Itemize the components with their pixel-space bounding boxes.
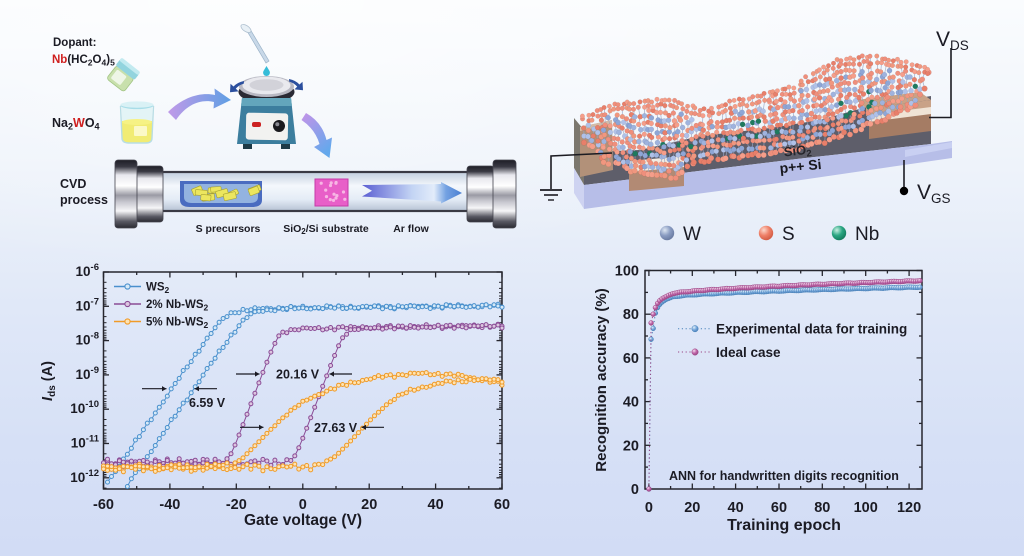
svg-text:40: 40 (623, 395, 639, 411)
svg-text:80: 80 (623, 307, 639, 323)
svg-text:0: 0 (631, 482, 639, 498)
svg-text:SiO2/Si substrate: SiO2/Si substrate (283, 223, 369, 236)
svg-text:60: 60 (771, 500, 787, 516)
svg-text:10-10: 10-10 (70, 399, 99, 416)
svg-text:ANN for handwritten digits rec: ANN for handwritten digits recognition (669, 469, 899, 483)
svg-text:40: 40 (428, 497, 444, 513)
svg-text:Dopant:: Dopant: (53, 37, 96, 49)
svg-text:10-7: 10-7 (76, 296, 99, 313)
svg-text:10-6: 10-6 (76, 262, 99, 279)
svg-text:2% Nb-WS2: 2% Nb-WS2 (146, 299, 209, 313)
svg-text:process: process (60, 193, 108, 207)
svg-text:10-9: 10-9 (76, 365, 99, 382)
svg-text:Nb: Nb (855, 224, 879, 245)
svg-text:Ids (A): Ids (A) (40, 361, 58, 401)
svg-text:-40: -40 (159, 497, 180, 513)
svg-text:WS2: WS2 (146, 282, 170, 296)
svg-text:-60: -60 (93, 497, 114, 513)
svg-text:-20: -20 (226, 497, 247, 513)
svg-text:0: 0 (645, 500, 653, 516)
svg-text:10-11: 10-11 (71, 434, 100, 451)
svg-text:20: 20 (361, 497, 377, 513)
svg-text:Experimental data for training: Experimental data for training (716, 322, 907, 337)
svg-text:0: 0 (299, 497, 307, 513)
svg-text:Ar flow: Ar flow (393, 223, 429, 235)
svg-text:60: 60 (494, 497, 510, 513)
svg-text:100: 100 (854, 500, 878, 516)
svg-text:120: 120 (897, 500, 921, 516)
svg-text:Recognition accuracy (%): Recognition accuracy (%) (593, 288, 610, 471)
svg-text:80: 80 (814, 500, 830, 516)
svg-text:6.59 V: 6.59 V (189, 396, 226, 410)
svg-text:S: S (782, 224, 795, 245)
svg-text:40: 40 (728, 500, 744, 516)
svg-text:p++ Si: p++ Si (779, 156, 822, 176)
svg-text:10-8: 10-8 (76, 331, 99, 348)
svg-text:SiO2: SiO2 (783, 142, 812, 162)
svg-text:Gate voltage (V): Gate voltage (V) (244, 512, 362, 529)
svg-text:Training epoch: Training epoch (727, 517, 841, 534)
svg-text:Ideal case: Ideal case (716, 345, 781, 360)
svg-text:CVD: CVD (60, 177, 86, 191)
svg-text:60: 60 (623, 351, 639, 367)
svg-text:20.16 V: 20.16 V (276, 368, 320, 382)
svg-text:20: 20 (623, 438, 639, 454)
svg-text:10-12: 10-12 (70, 468, 99, 485)
svg-text:W: W (683, 224, 701, 245)
svg-text:Na2WO4: Na2WO4 (52, 116, 100, 132)
svg-text:5% Nb-WS2: 5% Nb-WS2 (146, 317, 209, 331)
svg-text:100: 100 (615, 264, 639, 280)
svg-text:20: 20 (684, 500, 700, 516)
svg-text:VDS: VDS (936, 28, 969, 53)
svg-text:VGS: VGS (917, 181, 951, 206)
svg-text:Nb(HC2O4)5: Nb(HC2O4)5 (52, 54, 115, 68)
svg-text:S precursors: S precursors (196, 223, 261, 235)
svg-text:27.63 V: 27.63 V (314, 421, 358, 435)
